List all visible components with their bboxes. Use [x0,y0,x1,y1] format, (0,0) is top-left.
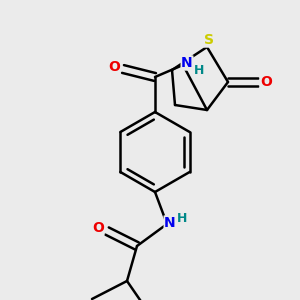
Text: N: N [164,216,176,230]
Text: O: O [92,221,104,235]
Text: H: H [194,64,204,77]
Text: N: N [181,56,193,70]
Text: S: S [204,33,214,47]
Text: O: O [108,60,120,74]
Text: O: O [260,75,272,89]
Text: H: H [177,212,187,224]
